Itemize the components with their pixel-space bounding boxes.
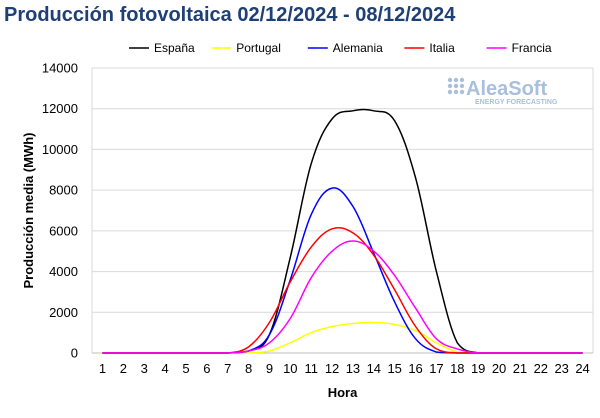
x-tick-label: 1: [99, 361, 106, 376]
x-tick-label: 3: [141, 361, 148, 376]
x-tick-label: 23: [554, 361, 568, 376]
series-group: [102, 108, 583, 354]
x-tick-label: 16: [408, 361, 422, 376]
x-tick-label: 2: [120, 361, 127, 376]
x-tick-label: 7: [224, 361, 231, 376]
x-tick-label: 12: [325, 361, 339, 376]
x-tick-label: 19: [471, 361, 485, 376]
x-tick-label: 4: [161, 361, 168, 376]
legend-label: España: [154, 41, 195, 55]
logo-wordmark: AleaSoft: [466, 78, 547, 100]
y-tick-label: 0: [71, 346, 78, 361]
logo-dot: [459, 83, 465, 89]
logo-dot: [447, 89, 453, 95]
chart-title: Producción fotovoltaica 02/12/2024 - 08/…: [4, 4, 456, 26]
y-tick-label: 4000: [49, 264, 78, 279]
series-line-italia: [102, 226, 583, 354]
x-tick-label: 11: [304, 361, 318, 376]
series-line-francia: [102, 240, 583, 354]
x-tick-label: 13: [346, 361, 360, 376]
logo-dot: [459, 89, 465, 95]
legend-label: Portugal: [236, 41, 281, 55]
y-tick-label: 14000: [42, 61, 78, 76]
x-tick-label: 14: [367, 361, 381, 376]
logo-dot: [453, 89, 459, 95]
legend-label: Alemania: [333, 41, 383, 55]
x-tick-label: 6: [203, 361, 210, 376]
x-tick-label: 17: [429, 361, 443, 376]
legend: España Portugal Alemania Italia Francia: [129, 41, 552, 55]
x-tick-label: 15: [387, 361, 401, 376]
grid: [91, 67, 594, 354]
x-tick-label: 5: [182, 361, 189, 376]
legend-label: Francia: [512, 41, 552, 55]
y-tick-label: 8000: [49, 183, 78, 198]
logo-dot: [447, 77, 453, 83]
x-tick-label: 10: [283, 361, 297, 376]
x-tick-label: 9: [266, 361, 273, 376]
y-tick-label: 6000: [49, 223, 78, 238]
logo-dot: [459, 77, 465, 83]
y-axis-label: Producción media (MWh): [21, 133, 36, 289]
x-tick-label: 21: [513, 361, 527, 376]
x-tick-label: 24: [575, 361, 589, 376]
logo-dot: [447, 83, 453, 89]
logo-dot: [453, 77, 459, 83]
series-line-alemania: [102, 187, 583, 354]
series-line-portugal: [102, 321, 583, 354]
x-tick-label: 20: [492, 361, 506, 376]
legend-label: Italia: [429, 41, 455, 55]
x-tick-label: 22: [534, 361, 548, 376]
y-tick-label: 2000: [49, 305, 78, 320]
x-axis-label: Hora: [328, 385, 358, 400]
logo-tagline: ENERGY FORECASTING: [475, 99, 558, 106]
x-tick-label: 8: [245, 361, 252, 376]
y-tick-label: 12000: [42, 101, 78, 116]
y-tick-label: 10000: [42, 142, 78, 157]
x-tick-label: 18: [450, 361, 464, 376]
logo-dot: [453, 83, 459, 89]
